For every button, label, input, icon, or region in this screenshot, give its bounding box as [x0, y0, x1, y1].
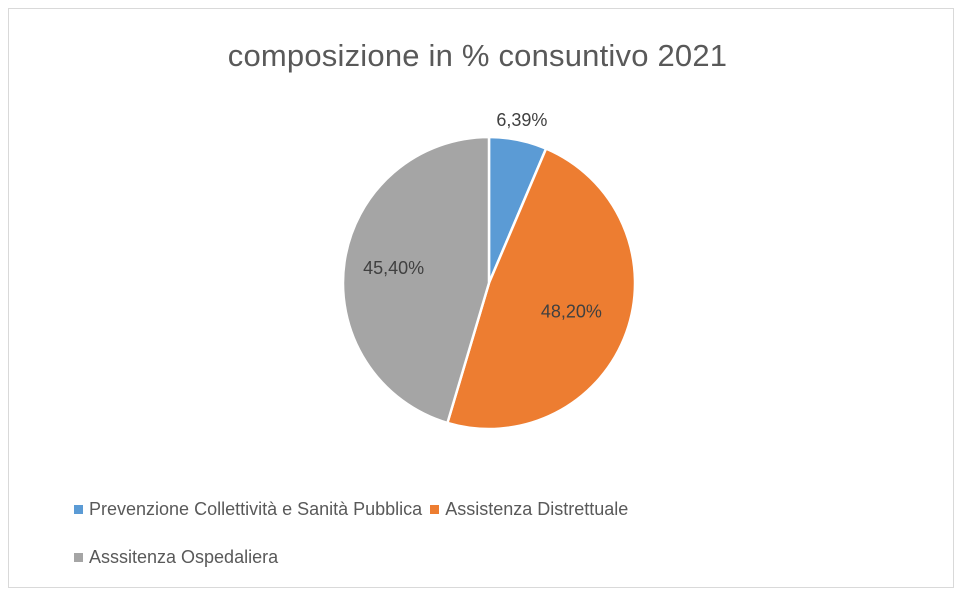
legend-swatch: [74, 552, 83, 562]
pie-slice-ospedaliera: [341, 135, 491, 425]
legend-swatch: [74, 504, 83, 514]
legend-swatch: [430, 504, 440, 514]
legend-label: Asssitenza Ospedaliera: [89, 546, 279, 567]
legend-item-prevenzione: Prevenzione Collettività e Sanità Pubbli…: [72, 499, 422, 520]
pie-chart: 6,39% 48,20% 45,40%: [341, 110, 637, 431]
pie-slices: [341, 135, 637, 431]
legend-label: Assistenza Distrettuale: [445, 498, 629, 519]
legend-item-distrettuale: Assistenza Distrettuale: [428, 499, 628, 520]
chart-title: composizione in % consuntivo 2021: [227, 38, 728, 73]
chart-legend: Prevenzione Collettività e Sanità Pubbli…: [72, 496, 932, 592]
legend-row: Prevenzione Collettività e Sanità Pubbli…: [72, 496, 932, 522]
pie-data-labels: 6,39% 48,20% 45,40%: [363, 110, 602, 321]
legend-row: Asssitenza Ospedaliera: [72, 544, 932, 570]
legend-label: Prevenzione Collettività e Sanità Pubbli…: [89, 498, 423, 519]
data-label-ospedaliera: 45,40%: [363, 258, 424, 278]
data-label-distrettuale: 48,20%: [541, 301, 602, 321]
legend-item-ospedaliera: Asssitenza Ospedaliera: [72, 547, 278, 568]
data-label-prevenzione: 6,39%: [496, 110, 547, 130]
pie-slice-distrettuale: [446, 147, 637, 431]
